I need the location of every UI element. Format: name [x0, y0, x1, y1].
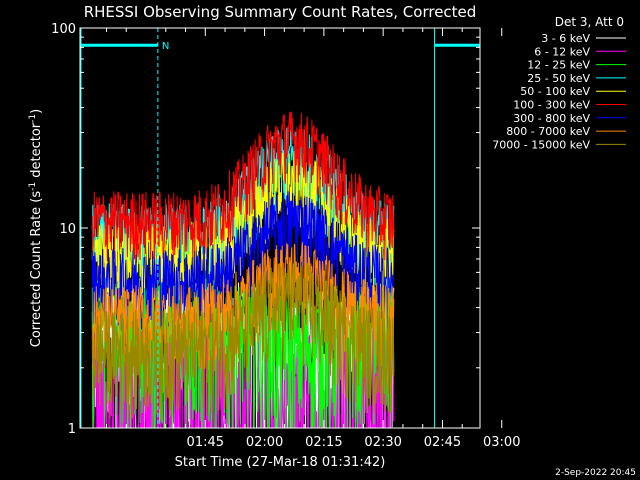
x-tick-label: 02:30	[364, 435, 401, 450]
y-label-main: Corrected Count Rate (s	[29, 191, 44, 348]
night-marker: N	[162, 41, 169, 52]
legend-label: 12 - 25 keV	[527, 59, 590, 72]
x-tick-label: 02:15	[305, 435, 342, 450]
legend-label: 7000 - 15000 keV	[492, 138, 590, 151]
y-label-sup1: -1	[28, 182, 38, 191]
chart-title: RHESSI Observing Summary Count Rates, Co…	[84, 3, 477, 21]
series-line	[91, 191, 395, 332]
x-axis: 01:45 02:00 02:15 02:30 02:45 03:00	[105, 28, 520, 450]
y-label-end: )	[29, 109, 44, 114]
legend-label: 50 - 100 keV	[520, 85, 590, 98]
x-axis-label: Start Time (27-Mar-18 01:31:42)	[175, 455, 386, 470]
series-line	[91, 111, 395, 264]
legend-label: 6 - 12 keV	[534, 45, 590, 58]
x-tick-label: 01:45	[187, 435, 224, 450]
legend-label: 100 - 300 keV	[513, 99, 590, 112]
series-line	[91, 262, 395, 419]
x-tick-label: 03:00	[483, 435, 520, 450]
legend-label: 3 - 6 keV	[541, 32, 590, 45]
legend-label: 800 - 7000 keV	[506, 125, 590, 138]
footer-date: 2-Sep-2022 20:45	[555, 468, 636, 478]
y-tick-label: 10	[59, 222, 76, 237]
legend-label: 25 - 50 keV	[527, 72, 590, 85]
legend-label: 300 - 800 keV	[513, 112, 590, 125]
x-tick-label: 02:45	[424, 435, 461, 450]
y-axis-label: Corrected Count Rate (s-1 detector-1)	[28, 109, 44, 347]
y-label-sup2: -1	[28, 114, 38, 123]
legend-title: Det 3, Att 0	[555, 15, 624, 29]
y-label-mid: detector	[29, 122, 44, 182]
plot-data-region	[91, 111, 395, 430]
y-tick-label: 1	[68, 422, 76, 437]
x-tick-label: 02:00	[246, 435, 283, 450]
y-axis: 1 10 100	[51, 22, 480, 437]
y-tick-label: 100	[51, 22, 76, 37]
